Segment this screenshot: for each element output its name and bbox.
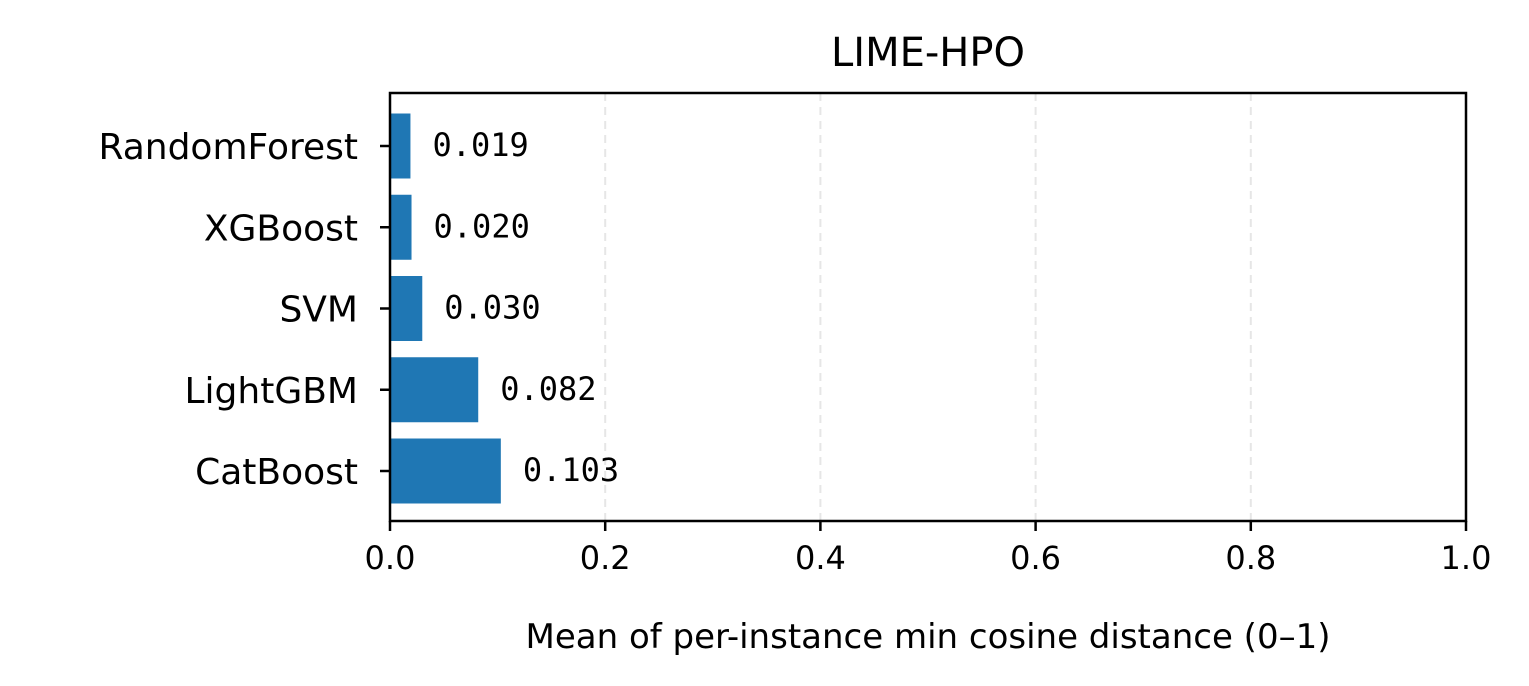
x-tick-label: 0.8: [1225, 539, 1276, 577]
y-category-label: SVM: [279, 290, 358, 331]
bar: [390, 357, 479, 423]
x-tick-label: 1.0: [1441, 539, 1492, 577]
bar: [390, 194, 412, 260]
bars-layer: [390, 113, 501, 504]
y-category-label: LightGBM: [185, 371, 359, 412]
plot-frame: [388, 91, 1468, 523]
bar: [390, 276, 423, 341]
bar-value-label: 0.103: [523, 451, 619, 489]
bar: [390, 438, 501, 504]
x-tick-label: 0.2: [580, 539, 631, 577]
x-tick-label: 0.6: [1010, 539, 1061, 577]
chart-title: LIME-HPO: [831, 30, 1025, 76]
x-tick-label: 0.4: [795, 539, 846, 577]
bar-value-label: 0.082: [500, 370, 596, 408]
y-category-label: CatBoost: [195, 452, 358, 493]
bar: [390, 113, 411, 179]
bar-value-label: 0.019: [432, 126, 528, 164]
x-axis-label: Mean of per-instance min cosine distance…: [526, 617, 1331, 657]
bar-value-label: 0.030: [444, 289, 540, 327]
x-tick-label: 0.0: [365, 539, 416, 577]
bar-value-label: 0.020: [434, 207, 530, 245]
data-labels-layer: 0.019 0.020 0.030 0.082 0.103: [432, 126, 619, 489]
x-axis: 0.0 0.2 0.4 0.6 0.8 1.0: [365, 521, 1492, 577]
y-category-label: RandomForest: [98, 127, 358, 168]
y-axis: RandomForest XGBoost SVM LightGBM CatBoost: [98, 127, 390, 493]
grid-layer: [604, 93, 1252, 521]
y-category-label: XGBoost: [204, 208, 358, 249]
